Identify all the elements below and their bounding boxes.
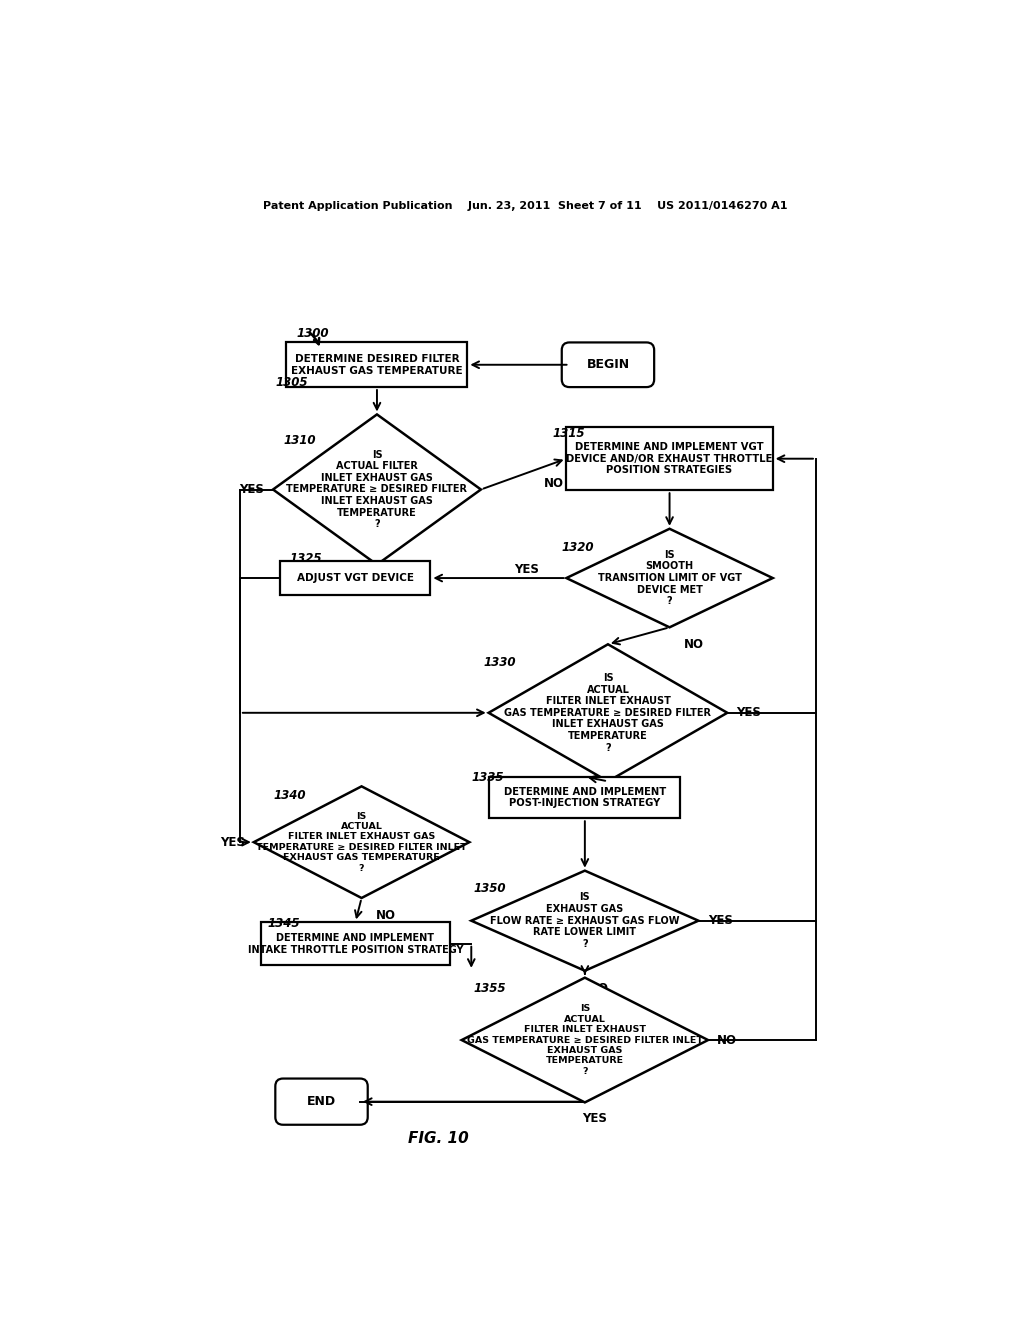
Text: IS
ACTUAL
FILTER INLET EXHAUST GAS
TEMPERATURE ≥ DESIRED FILTER INLET
EXHAUST GA: IS ACTUAL FILTER INLET EXHAUST GAS TEMPE… <box>256 812 467 873</box>
Text: YES: YES <box>514 564 539 576</box>
Text: 1345: 1345 <box>267 916 300 929</box>
Text: ADJUST VGT DEVICE: ADJUST VGT DEVICE <box>297 573 414 583</box>
Text: 1355: 1355 <box>473 982 506 995</box>
Text: NO: NO <box>717 1034 737 1047</box>
Text: FIG. 10: FIG. 10 <box>409 1131 469 1146</box>
Polygon shape <box>254 787 469 898</box>
FancyBboxPatch shape <box>275 1078 368 1125</box>
Text: 1310: 1310 <box>283 434 315 446</box>
FancyBboxPatch shape <box>566 428 773 490</box>
Text: IS
ACTUAL FILTER
INLET EXHAUST GAS
TEMPERATURE ≥ DESIRED FILTER
INLET EXHAUST GA: IS ACTUAL FILTER INLET EXHAUST GAS TEMPE… <box>287 450 468 529</box>
Text: NO: NO <box>544 477 564 490</box>
Polygon shape <box>566 529 773 627</box>
Text: IS
ACTUAL
FILTER INLET EXHAUST
GAS TEMPERATURE ≥ DESIRED FILTER INLET
EXHAUST GA: IS ACTUAL FILTER INLET EXHAUST GAS TEMPE… <box>467 1005 702 1076</box>
Text: YES: YES <box>708 915 732 927</box>
Polygon shape <box>273 414 481 565</box>
Text: 1305: 1305 <box>275 376 308 389</box>
Text: DETERMINE DESIRED FILTER
EXHAUST GAS TEMPERATURE: DETERMINE DESIRED FILTER EXHAUST GAS TEM… <box>291 354 463 376</box>
Polygon shape <box>462 978 708 1102</box>
Polygon shape <box>488 644 727 781</box>
FancyBboxPatch shape <box>281 561 430 595</box>
Text: 1320: 1320 <box>562 541 594 554</box>
FancyBboxPatch shape <box>287 342 467 387</box>
Text: 1340: 1340 <box>273 789 305 803</box>
Text: 1335: 1335 <box>472 771 504 784</box>
Text: 1350: 1350 <box>473 882 506 895</box>
Text: DETERMINE AND IMPLEMENT VGT
DEVICE AND/OR EXHAUST THROTTLE
POSITION STRATEGIES: DETERMINE AND IMPLEMENT VGT DEVICE AND/O… <box>566 442 773 475</box>
FancyBboxPatch shape <box>489 776 680 818</box>
Text: NO: NO <box>376 908 395 921</box>
Text: YES: YES <box>582 1111 606 1125</box>
Text: 1315: 1315 <box>553 426 585 440</box>
Text: END: END <box>307 1096 336 1109</box>
Text: NO: NO <box>589 982 608 994</box>
FancyBboxPatch shape <box>562 342 654 387</box>
Text: YES: YES <box>219 836 245 849</box>
Text: 1325: 1325 <box>290 552 323 565</box>
Text: BEGIN: BEGIN <box>587 358 630 371</box>
Text: IS
ACTUAL
FILTER INLET EXHAUST
GAS TEMPERATURE ≥ DESIRED FILTER
INLET EXHAUST GA: IS ACTUAL FILTER INLET EXHAUST GAS TEMPE… <box>505 673 712 752</box>
Text: Patent Application Publication    Jun. 23, 2011  Sheet 7 of 11    US 2011/014627: Patent Application Publication Jun. 23, … <box>262 201 787 211</box>
Text: YES: YES <box>239 483 264 496</box>
Polygon shape <box>471 871 698 970</box>
Text: YES: YES <box>736 706 762 719</box>
Text: 1330: 1330 <box>483 656 516 669</box>
Text: IS
SMOOTH
TRANSITION LIMIT OF VGT
DEVICE MET
?: IS SMOOTH TRANSITION LIMIT OF VGT DEVICE… <box>598 550 741 606</box>
Text: NO: NO <box>622 792 642 805</box>
Text: NO: NO <box>683 638 703 651</box>
Text: DETERMINE AND IMPLEMENT
POST-INJECTION STRATEGY: DETERMINE AND IMPLEMENT POST-INJECTION S… <box>504 787 666 808</box>
Text: DETERMINE AND IMPLEMENT
INTAKE THROTTLE POSITION STRATEGY: DETERMINE AND IMPLEMENT INTAKE THROTTLE … <box>248 933 463 954</box>
Text: IS
EXHAUST GAS
FLOW RATE ≥ EXHAUST GAS FLOW
RATE LOWER LIMIT
?: IS EXHAUST GAS FLOW RATE ≥ EXHAUST GAS F… <box>490 892 680 949</box>
FancyBboxPatch shape <box>261 923 450 965</box>
Text: 1300: 1300 <box>296 327 329 341</box>
